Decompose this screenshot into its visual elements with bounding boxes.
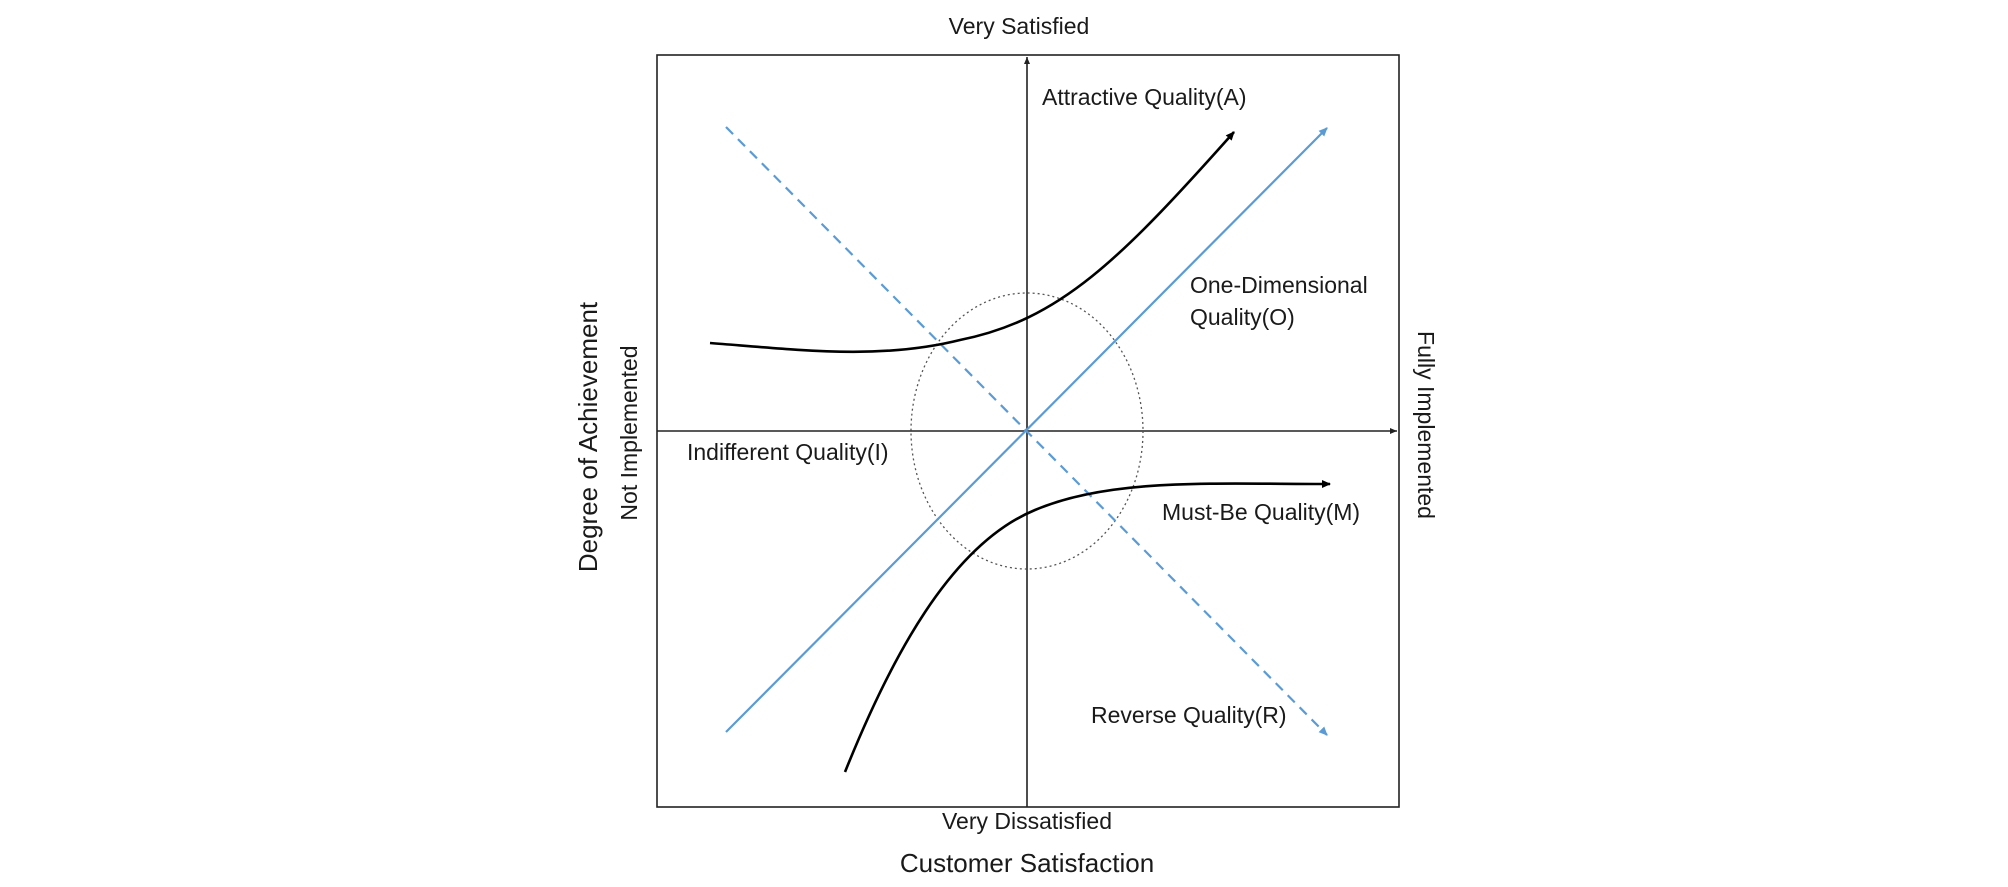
- reverse-label: Reverse Quality(R): [1091, 702, 1287, 728]
- indifferent-label: Indifferent Quality(I): [687, 439, 889, 465]
- attractive-curve: [709, 131, 1235, 354]
- left-label: Not Implemented: [616, 345, 642, 520]
- reverse-line: [725, 126, 1328, 736]
- bottom-label: Very Dissatisfied: [942, 808, 1112, 834]
- top-label: Very Satisfied: [949, 13, 1090, 39]
- attractive-label: Attractive Quality(A): [1042, 84, 1247, 110]
- indifference-zone-ellipse: [910, 292, 1144, 570]
- must-be-label: Must-Be Quality(M): [1162, 499, 1360, 525]
- one-dimensional-label-line1: One-Dimensional: [1190, 272, 1368, 298]
- must-be-curve: [843, 479, 1331, 773]
- one-dimensional-label-line2: Quality(O): [1190, 304, 1295, 330]
- y-axis-title: Degree of Achievement: [573, 301, 603, 572]
- x-axis-title: Customer Satisfaction: [900, 848, 1154, 878]
- right-label: Fully Implemented: [1413, 331, 1439, 519]
